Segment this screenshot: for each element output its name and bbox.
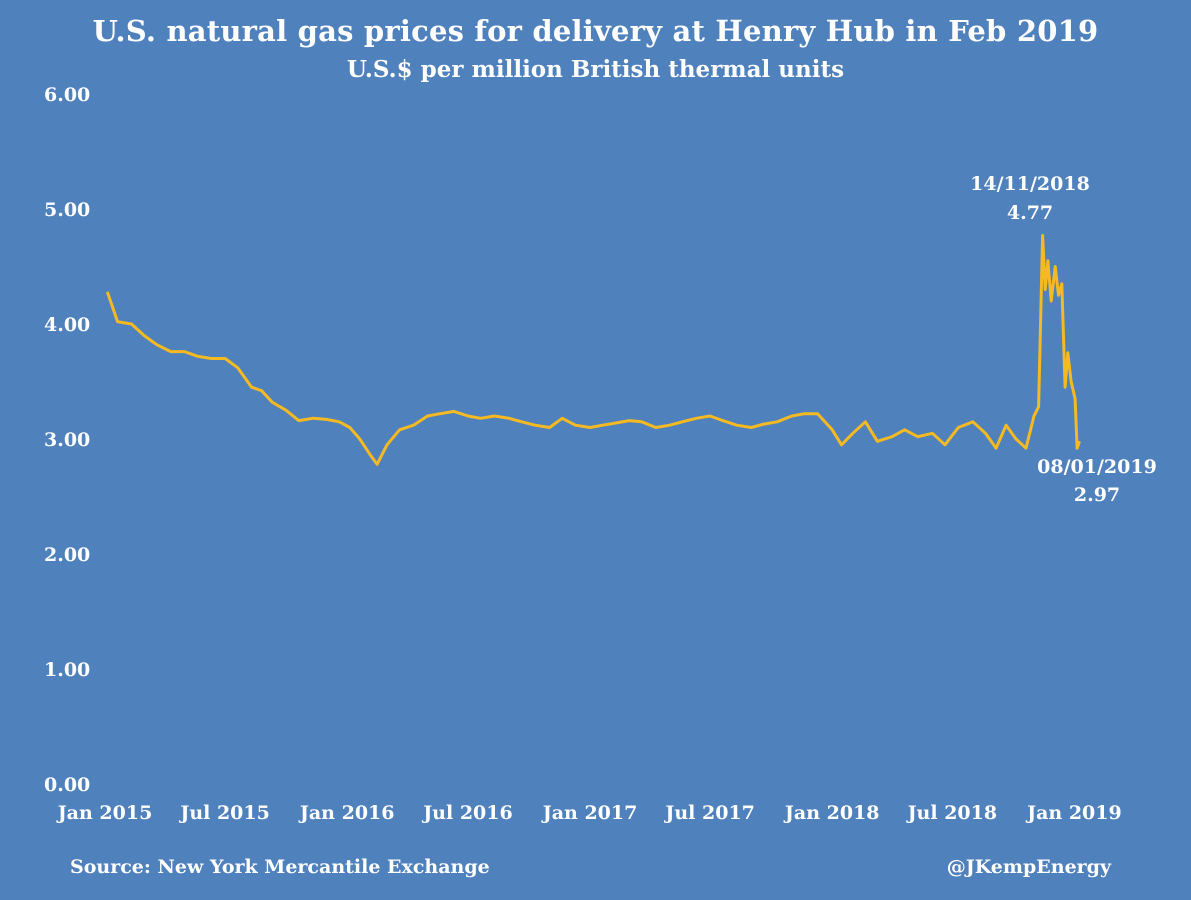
y-tick-label: 3.00	[44, 429, 90, 451]
author-handle: @JKempEnergy	[946, 856, 1111, 878]
series-group	[106, 234, 1081, 466]
x-tick-label: Jan 2019	[1025, 802, 1122, 824]
x-tick-label: Jan 2015	[56, 802, 153, 824]
annotation-date: 08/01/2019	[1037, 456, 1157, 478]
annotation-value: 4.77	[1007, 202, 1053, 224]
source-note: Source: New York Mercantile Exchange	[70, 856, 490, 878]
x-tick-label: Jan 2016	[298, 802, 395, 824]
y-tick-label: 0.00	[44, 774, 90, 796]
x-axis-ticks: Jan 2015 Jul 2015 Jan 2016 Jul 2016 Jan 2017…	[56, 802, 1122, 824]
x-tick-label: Jan 2017	[541, 802, 638, 824]
chart-title: U.S. natural gas prices for delivery at …	[92, 14, 1099, 48]
y-tick-label: 1.00	[44, 659, 90, 681]
x-tick-label: Jul 2017	[663, 802, 755, 824]
y-tick-label: 5.00	[44, 199, 90, 221]
x-tick-label: Jul 2016	[421, 802, 513, 824]
chart-subtitle: U.S.$ per million British thermal units	[346, 56, 845, 83]
annotation-value: 2.97	[1074, 484, 1120, 506]
y-tick-label: 6.00	[44, 84, 90, 106]
annotations-group: 14/11/2018 4.77 08/01/2019 2.97	[970, 173, 1157, 506]
series-line	[106, 234, 1081, 466]
x-tick-label: Jul 2015	[178, 802, 270, 824]
y-tick-label: 2.00	[44, 544, 90, 566]
annotation-date: 14/11/2018	[970, 173, 1090, 195]
y-tick-label: 4.00	[44, 314, 90, 336]
x-tick-label: Jul 2018	[906, 802, 998, 824]
y-axis-ticks: 0.00 1.00 2.00 3.00 4.00 5.00 6.00	[44, 84, 90, 796]
x-tick-label: Jan 2018	[783, 802, 880, 824]
